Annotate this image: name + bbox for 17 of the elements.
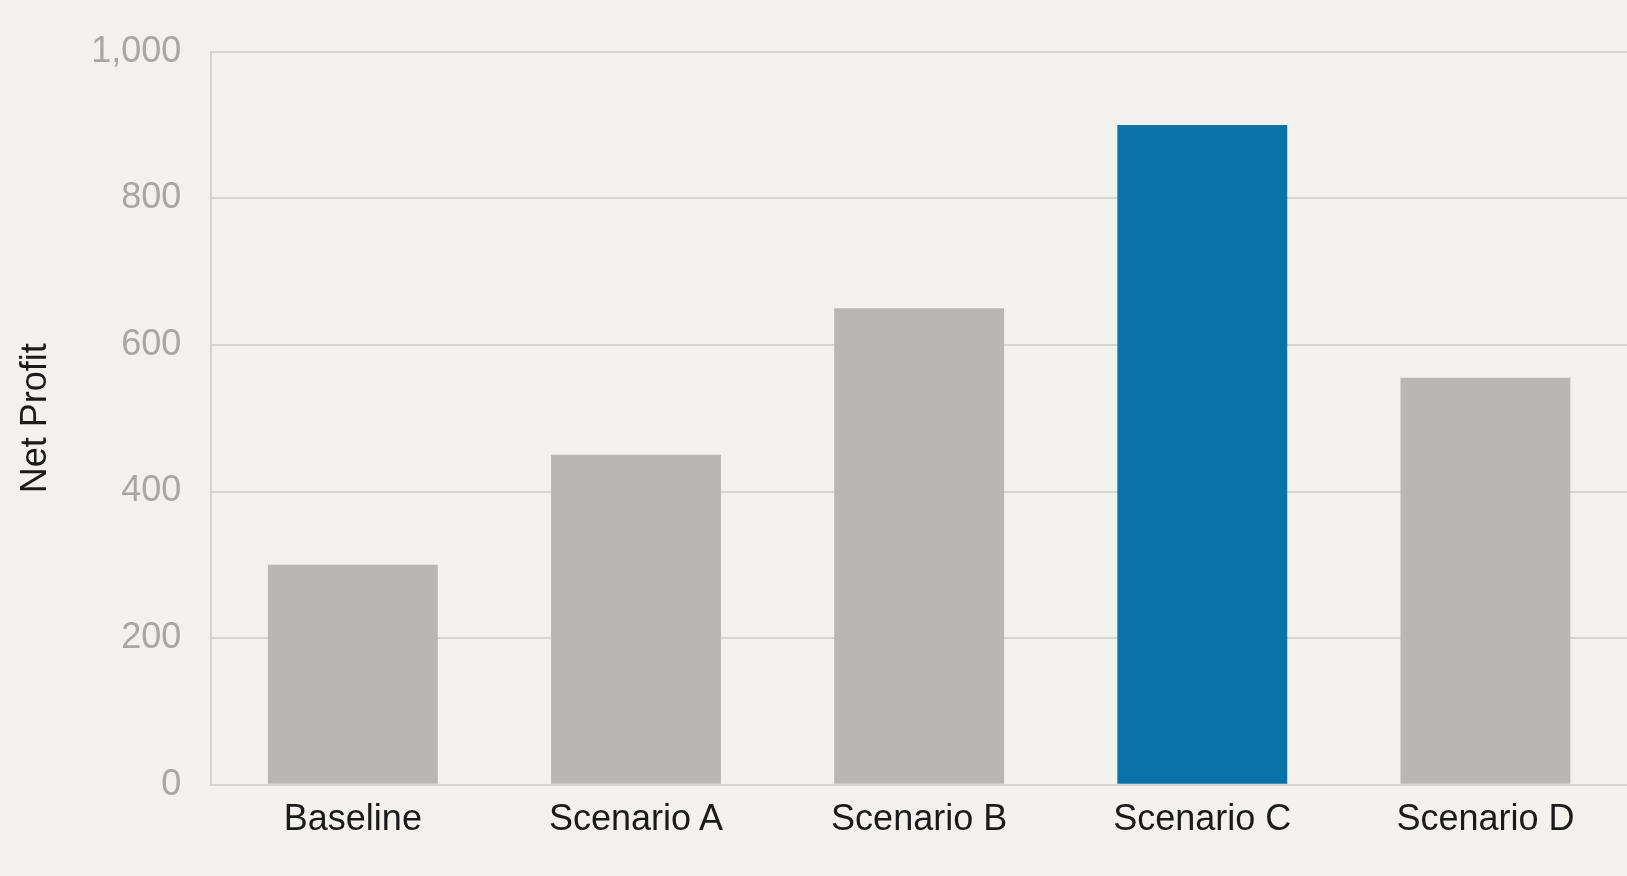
x-tick-label: Baseline	[283, 797, 422, 839]
bar	[1400, 377, 1571, 784]
y-tick-label: 200	[121, 615, 182, 657]
y-axis-title: Net Profit	[12, 343, 54, 494]
y-tick-label: 0	[161, 761, 182, 803]
bar	[267, 564, 438, 784]
bar	[834, 308, 1005, 784]
y-tick-label: 400	[121, 468, 182, 510]
y-tick-label: 600	[121, 321, 182, 363]
x-tick-label: Scenario C	[1113, 797, 1292, 839]
x-tick-label: Scenario D	[1396, 797, 1575, 839]
y-tick-label: 800	[121, 175, 182, 217]
x-tick-label: Scenario B	[831, 797, 1008, 839]
x-tick-label: Scenario A	[548, 797, 724, 839]
y-tick-label: 1,000	[91, 28, 182, 70]
bar	[1117, 124, 1288, 784]
bar	[551, 454, 721, 784]
